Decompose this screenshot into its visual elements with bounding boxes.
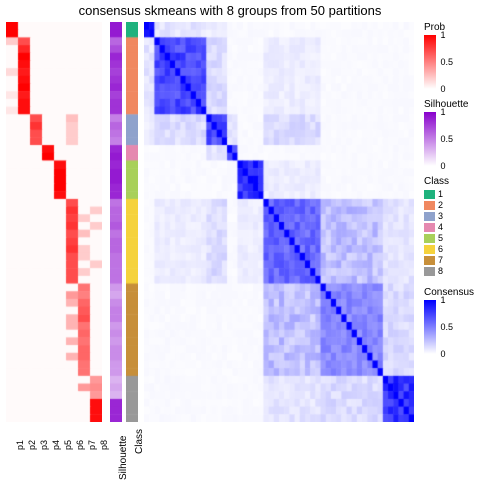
colorbar-prob bbox=[424, 35, 436, 89]
legend-swatch-label: 5 bbox=[438, 233, 443, 243]
legend-swatch-label: 7 bbox=[438, 255, 443, 265]
legend-swatch bbox=[424, 190, 435, 199]
legend-swatch bbox=[424, 234, 435, 243]
consensus-heatmap bbox=[144, 22, 414, 422]
prob-x-labels: p1p2p3p4p5p6p7p8 bbox=[6, 426, 102, 476]
legend-swatch bbox=[424, 245, 435, 254]
legend-swatch-label: 3 bbox=[438, 211, 443, 221]
chart-root: consensus skmeans with 8 groups from 50 … bbox=[0, 0, 504, 504]
legend-class-item: 8 bbox=[424, 266, 500, 277]
class-axis-label: Class bbox=[134, 429, 145, 454]
legend-class-item: 2 bbox=[424, 200, 500, 211]
legend-swatch-label: 6 bbox=[438, 244, 443, 254]
legend-class-item: 3 bbox=[424, 211, 500, 222]
legend-class-item: 1 bbox=[424, 189, 500, 200]
class-column bbox=[126, 22, 138, 422]
colorbar-tick: 0.5 bbox=[441, 134, 454, 144]
colorbar-tick: 0 bbox=[441, 349, 446, 359]
silhouette-axis-label: Silhouette bbox=[118, 436, 129, 480]
legend-swatch bbox=[424, 267, 435, 276]
legend-class-item: 6 bbox=[424, 244, 500, 255]
prob-col-label: p1 bbox=[15, 440, 25, 450]
legend-consensus-title: Consensus bbox=[424, 287, 500, 298]
legend-class-item: 7 bbox=[424, 255, 500, 266]
legend-swatch bbox=[424, 212, 435, 221]
colorbar-tick: 1 bbox=[441, 30, 446, 40]
prob-col-label: p6 bbox=[75, 440, 85, 450]
colorbar-tick: 0.5 bbox=[441, 57, 454, 67]
legend-class-title: Class bbox=[424, 176, 500, 187]
legend-class-item: 4 bbox=[424, 222, 500, 233]
legend-swatch-label: 8 bbox=[438, 266, 443, 276]
legend-silhouette-title: Silhouette bbox=[424, 99, 500, 110]
legend-silhouette: Silhouette 00.51 bbox=[424, 99, 500, 166]
legend-swatch bbox=[424, 256, 435, 265]
legend-consensus: Consensus 00.51 bbox=[424, 287, 500, 354]
legend-prob-title: Prob bbox=[424, 22, 500, 33]
legend-class: Class 12345678 bbox=[424, 176, 500, 277]
legend-swatch-label: 4 bbox=[438, 222, 443, 232]
colorbar-tick: 0.5 bbox=[441, 322, 454, 332]
colorbar-tick: 1 bbox=[441, 107, 446, 117]
legend-class-items: 12345678 bbox=[424, 189, 500, 277]
legend-prob: Prob 00.51 bbox=[424, 22, 500, 89]
prob-heatmap bbox=[6, 22, 102, 422]
prob-col-label: p8 bbox=[99, 440, 109, 450]
colorbar-silhouette bbox=[424, 112, 436, 166]
chart-title: consensus skmeans with 8 groups from 50 … bbox=[50, 3, 410, 18]
colorbar-silhouette-ticks: 00.51 bbox=[439, 112, 463, 166]
colorbar-consensus-ticks: 00.51 bbox=[439, 300, 463, 354]
prob-col-label: p7 bbox=[87, 440, 97, 450]
prob-col-label: p3 bbox=[39, 440, 49, 450]
legend-swatch-label: 2 bbox=[438, 200, 443, 210]
legend-swatch bbox=[424, 201, 435, 210]
legend-swatch bbox=[424, 223, 435, 232]
legends: Prob 00.51 Silhouette 00.51 Class 123456… bbox=[424, 22, 500, 364]
legend-swatch-label: 1 bbox=[438, 189, 443, 199]
colorbar-tick: 1 bbox=[441, 295, 446, 305]
prob-col-label: p2 bbox=[27, 440, 37, 450]
colorbar-tick: 0 bbox=[441, 84, 446, 94]
prob-col-label: p5 bbox=[63, 440, 73, 450]
legend-class-item: 5 bbox=[424, 233, 500, 244]
colorbar-tick: 0 bbox=[441, 161, 446, 171]
colorbar-consensus bbox=[424, 300, 436, 354]
colorbar-prob-ticks: 00.51 bbox=[439, 35, 463, 89]
silhouette-column bbox=[110, 22, 122, 422]
prob-col-label: p4 bbox=[51, 440, 61, 450]
